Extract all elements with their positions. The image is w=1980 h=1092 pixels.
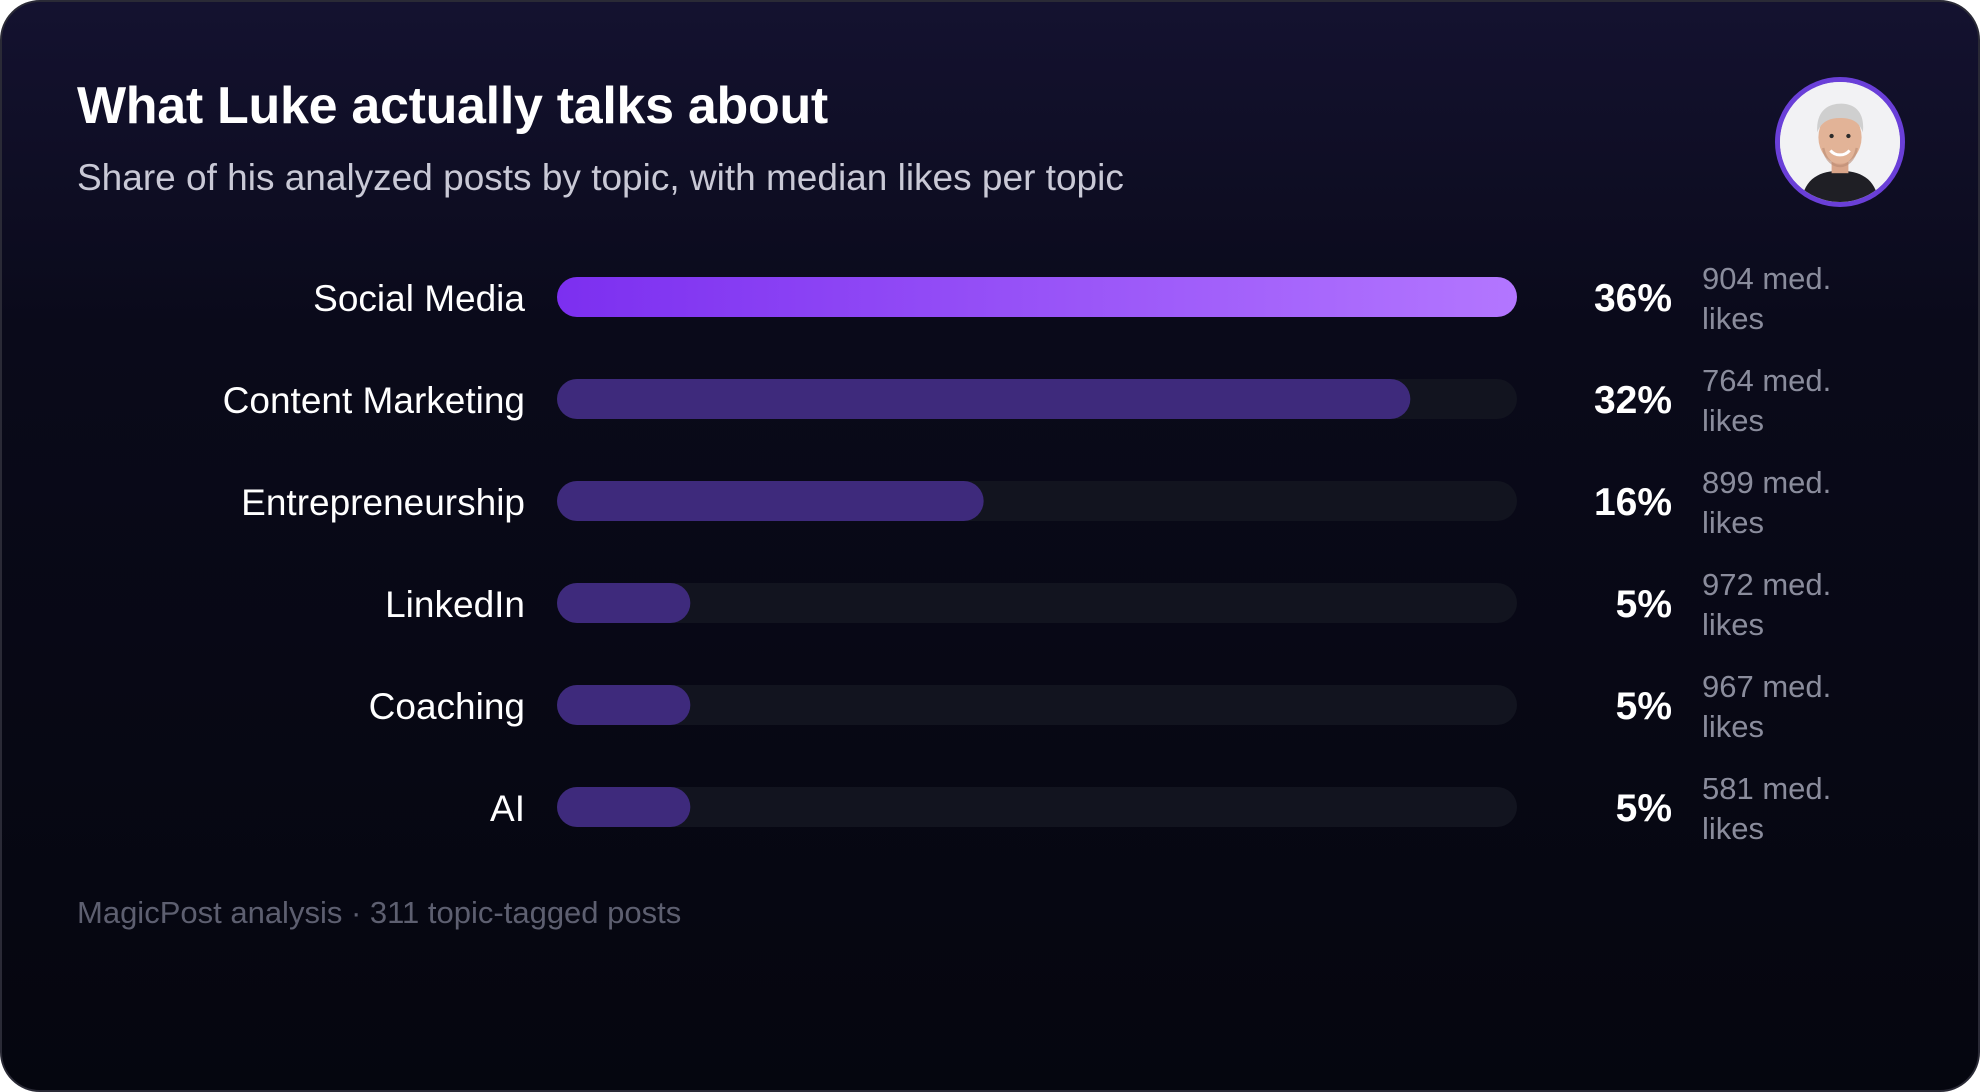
median-likes-unit: likes [1702, 709, 1764, 744]
category-label: AI [490, 788, 525, 829]
bar [557, 787, 691, 827]
category-label: Content Marketing [223, 380, 525, 421]
value-label: 5% [1616, 685, 1672, 728]
median-likes-label: 581 med. likes [1702, 771, 1831, 846]
median-likes-label: 764 med. likes [1702, 363, 1831, 438]
bar-track [557, 685, 1517, 725]
category-label: Coaching [369, 686, 525, 727]
value-label: 32% [1594, 379, 1672, 422]
avatar-portrait-icon [1780, 82, 1900, 202]
median-likes-value: 904 med. [1702, 261, 1831, 296]
value-label: 36% [1594, 277, 1672, 320]
bar-track [557, 787, 1517, 827]
median-likes-label: 967 med. likes [1702, 669, 1831, 744]
category-label: Entrepreneurship [241, 482, 525, 523]
median-likes-value: 972 med. [1702, 567, 1831, 602]
median-likes-unit: likes [1702, 301, 1764, 336]
median-likes-value: 764 med. [1702, 363, 1831, 398]
median-likes-unit: likes [1702, 811, 1764, 846]
bar [557, 481, 984, 521]
category-label: Social Media [313, 278, 525, 319]
median-likes-label: 972 med. likes [1702, 567, 1831, 642]
chart-footer: MagicPost analysis · 311 topic-tagged po… [77, 895, 682, 930]
value-label: 16% [1594, 481, 1672, 524]
median-likes-label: 904 med. likes [1702, 261, 1831, 336]
median-likes-value: 967 med. [1702, 669, 1831, 704]
avatar [1775, 77, 1905, 207]
chart-subtitle: Share of his analyzed posts by topic, wi… [77, 157, 1124, 198]
median-likes-unit: likes [1702, 607, 1764, 642]
bar-track [557, 583, 1517, 623]
bar [557, 583, 691, 623]
median-likes-value: 899 med. [1702, 465, 1831, 500]
value-label: 5% [1616, 583, 1672, 626]
category-label: LinkedIn [385, 584, 525, 625]
median-likes-value: 581 med. [1702, 771, 1831, 806]
median-likes-label: 899 med. likes [1702, 465, 1831, 540]
median-likes-unit: likes [1702, 505, 1764, 540]
bar [557, 685, 691, 725]
chart-title: What Luke actually talks about [77, 77, 828, 135]
bar [557, 379, 1411, 419]
bar [557, 277, 1517, 317]
median-likes-unit: likes [1702, 403, 1764, 438]
value-label: 5% [1616, 787, 1672, 830]
